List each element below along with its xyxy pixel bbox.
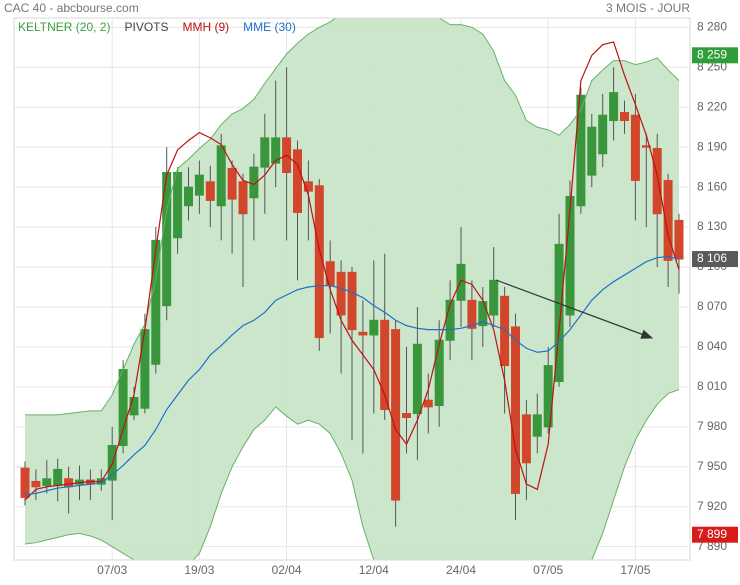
- last-value-box: [692, 47, 738, 64]
- candle-body: [630, 114, 640, 181]
- candle-body: [576, 94, 586, 207]
- plot-frame: [13, 17, 691, 561]
- candle-body: [31, 480, 41, 488]
- keltner-lower: [24, 389, 680, 560]
- candle-body: [53, 468, 63, 486]
- candle-body: [434, 339, 444, 407]
- y-tick-label: 8 220: [697, 99, 727, 113]
- x-tick-label: 07/05: [533, 563, 563, 577]
- candle-body: [227, 167, 237, 200]
- candle-body: [489, 279, 499, 316]
- candle-body: [118, 369, 128, 446]
- candle-body: [620, 112, 629, 122]
- candle-body: [184, 186, 193, 207]
- legend-entry: MMH (9): [183, 20, 230, 34]
- candle-body: [347, 271, 357, 331]
- keltner-upper: [25, 18, 680, 416]
- y-tick-label: 7 980: [697, 419, 727, 433]
- indicator-line: [24, 41, 680, 501]
- legend-entry: KELTNER (20, 2): [18, 20, 110, 34]
- last-value-label: 8 259: [697, 47, 727, 61]
- y-tick-label: 7 950: [697, 459, 727, 473]
- candle-body: [511, 326, 520, 494]
- x-tick-label: 07/03: [97, 563, 127, 577]
- candle-body: [325, 261, 335, 287]
- candle-body: [369, 319, 379, 336]
- y-tick-label: 7 920: [697, 499, 727, 513]
- y-tick-label: 8 280: [697, 19, 727, 33]
- candle-body: [194, 174, 204, 196]
- indicator-line: [24, 255, 680, 496]
- y-tick-label: 8 190: [697, 139, 727, 153]
- candle-body: [336, 271, 346, 316]
- candle-body: [129, 397, 139, 416]
- last-value-label: 8 106: [697, 251, 727, 265]
- candle-body: [412, 343, 422, 415]
- legend-entry: MME (30): [243, 20, 296, 34]
- candle-body: [314, 185, 324, 339]
- candle-body: [456, 263, 466, 301]
- candle-body: [64, 478, 74, 488]
- last-value-label: 7 899: [697, 527, 727, 541]
- candle-body: [151, 239, 161, 365]
- candle-body: [532, 414, 542, 437]
- candle-body: [467, 299, 477, 329]
- x-tick-label: 19/03: [184, 563, 214, 577]
- candle-body: [162, 171, 172, 307]
- candle-body: [598, 114, 608, 155]
- last-value-box: [692, 251, 738, 268]
- chart-title: CAC 40 - abcbourse.com: [4, 1, 139, 15]
- candle-body: [402, 413, 411, 419]
- candle-body: [663, 179, 673, 261]
- candle-body: [216, 145, 226, 207]
- candle-body: [652, 148, 662, 215]
- candle-body: [641, 145, 651, 148]
- x-tick-label: 02/04: [272, 563, 302, 577]
- candle-body: [42, 478, 52, 486]
- candle-body: [140, 329, 150, 409]
- candle-body: [674, 219, 684, 260]
- x-tick-label: 12/04: [359, 563, 389, 577]
- x-tick-label: 24/04: [446, 563, 476, 577]
- candle-body: [205, 181, 215, 201]
- candle-body: [391, 329, 401, 501]
- candle-body: [238, 181, 248, 215]
- y-tick-label: 8 130: [697, 219, 727, 233]
- candle-body: [609, 92, 619, 122]
- candle-body: [500, 295, 510, 367]
- legend-entry: PIVOTS: [124, 20, 168, 34]
- candle-body: [423, 399, 433, 408]
- indicator-lines: [24, 18, 680, 560]
- candle-body: [260, 137, 270, 168]
- candle-body: [303, 181, 313, 192]
- candle-body: [271, 137, 281, 164]
- candles: [20, 67, 684, 527]
- y-tick-label: 8 070: [697, 299, 727, 313]
- candle-body: [173, 171, 183, 239]
- chart-subtitle: 3 MOIS - JOUR: [606, 1, 690, 15]
- y-tick-label: 8 040: [697, 339, 727, 353]
- candle-body: [587, 126, 597, 176]
- candle-body: [380, 319, 390, 411]
- candle-body: [521, 414, 531, 464]
- candle-body: [20, 467, 30, 498]
- x-tick-label: 17/05: [620, 563, 650, 577]
- candle-body: [554, 243, 564, 383]
- y-tick-label: 8 160: [697, 179, 727, 193]
- trend-arrow: [495, 279, 654, 339]
- candle-body: [358, 331, 368, 336]
- legend: KELTNER (20, 2) PIVOTS MMH (9) MME (30): [18, 20, 296, 34]
- y-tick-label: 8 010: [697, 379, 727, 393]
- candle-body: [293, 149, 302, 213]
- last-value-box: [692, 526, 738, 543]
